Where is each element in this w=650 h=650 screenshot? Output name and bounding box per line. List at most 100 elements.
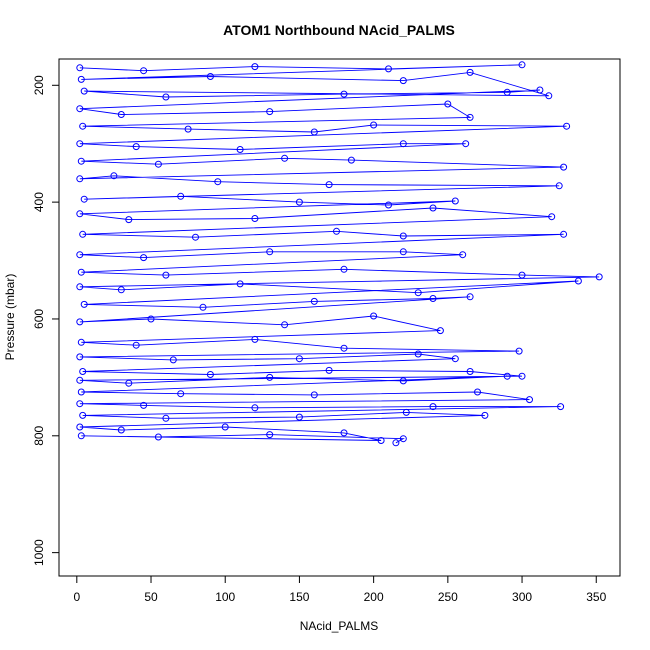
data-point <box>548 213 556 221</box>
data-point <box>340 429 348 437</box>
data-point <box>536 86 544 94</box>
data-point <box>399 377 407 385</box>
data-point <box>117 111 125 118</box>
data-point <box>140 254 148 262</box>
data-point <box>399 248 407 256</box>
data-point <box>377 437 385 444</box>
data-point <box>140 67 148 75</box>
data-point <box>192 233 199 241</box>
y-axis-label: Pressure (mbar) <box>3 274 17 361</box>
data-point <box>310 297 318 305</box>
data-point <box>385 201 392 209</box>
data-point <box>347 156 355 164</box>
data-point <box>399 232 407 240</box>
data-point <box>266 431 274 439</box>
data-point <box>77 432 85 440</box>
data-point <box>429 204 437 212</box>
y-axis: 200 400 600 800 1000 <box>32 75 60 566</box>
data-point <box>574 277 582 285</box>
data-point <box>392 439 400 447</box>
data-point <box>162 414 170 422</box>
data-point <box>251 335 259 343</box>
data-point <box>214 178 222 186</box>
data-point <box>76 105 84 113</box>
data-point <box>370 312 378 320</box>
x-axis-label: NAcid_PALMS <box>300 619 378 633</box>
data-point <box>429 295 437 302</box>
data-point <box>466 293 474 301</box>
data-point <box>76 251 84 259</box>
data-point <box>325 181 333 189</box>
y-tick-label: 800 <box>32 425 46 445</box>
data-point <box>466 68 474 76</box>
data-point <box>340 344 348 352</box>
x-tick-label: 0 <box>73 590 80 604</box>
data-point <box>481 411 489 419</box>
data-point <box>221 423 229 431</box>
data-point <box>266 373 274 381</box>
data-point <box>206 73 214 80</box>
y-tick-label: 600 <box>32 309 46 329</box>
y-tick-label: 1000 <box>32 539 46 566</box>
data-point <box>154 433 162 441</box>
data-point <box>80 195 88 203</box>
data-point <box>515 347 523 355</box>
data-point <box>76 400 84 408</box>
data-point <box>77 157 85 165</box>
data-point <box>414 350 422 358</box>
data-point <box>325 366 333 374</box>
data-point <box>399 77 407 85</box>
data-point <box>333 227 340 235</box>
data-point <box>76 140 84 148</box>
data-point <box>595 273 603 281</box>
data-point <box>162 271 170 279</box>
data-point <box>557 403 565 411</box>
data-point <box>199 303 207 311</box>
data-point <box>76 283 84 291</box>
data-point <box>77 388 85 396</box>
data-point <box>399 140 407 148</box>
data-point <box>414 289 422 297</box>
data-point <box>184 125 192 133</box>
data-point <box>266 248 274 256</box>
data-point <box>76 64 84 72</box>
data-point <box>79 411 87 419</box>
data-point <box>555 182 563 190</box>
data-point <box>295 198 303 206</box>
data-point <box>79 230 87 238</box>
data-point <box>370 121 378 129</box>
data-point <box>76 353 84 361</box>
chart-title: ATOM1 Northbound NAcid_PALMS <box>223 22 455 38</box>
data-point <box>76 376 84 384</box>
data-point <box>402 408 410 416</box>
x-tick-label: 350 <box>586 590 606 604</box>
data-point <box>80 87 88 95</box>
data-point <box>251 215 259 222</box>
data-point <box>266 108 274 116</box>
data-point <box>466 113 474 121</box>
series-layer <box>76 61 603 447</box>
data-point <box>560 230 568 238</box>
data-point <box>526 396 533 404</box>
data-point <box>518 61 526 69</box>
data-point <box>295 413 303 421</box>
data-point <box>236 146 244 153</box>
data-point <box>110 172 118 180</box>
data-point <box>436 327 444 335</box>
data-point <box>503 372 511 380</box>
data-point <box>76 423 84 431</box>
x-tick-label: 100 <box>215 590 235 604</box>
data-point <box>340 90 348 98</box>
x-tick-label: 50 <box>144 590 158 604</box>
data-point <box>132 341 140 349</box>
data-point <box>76 318 84 326</box>
data-point <box>206 371 214 378</box>
data-point <box>295 355 303 363</box>
data-point <box>117 426 125 434</box>
data-point <box>466 368 474 375</box>
x-axis: 0 50 100 150 200 250 300 350 <box>73 575 607 604</box>
x-tick-label: 150 <box>289 590 309 604</box>
data-point <box>462 140 470 148</box>
data-point <box>80 300 88 308</box>
